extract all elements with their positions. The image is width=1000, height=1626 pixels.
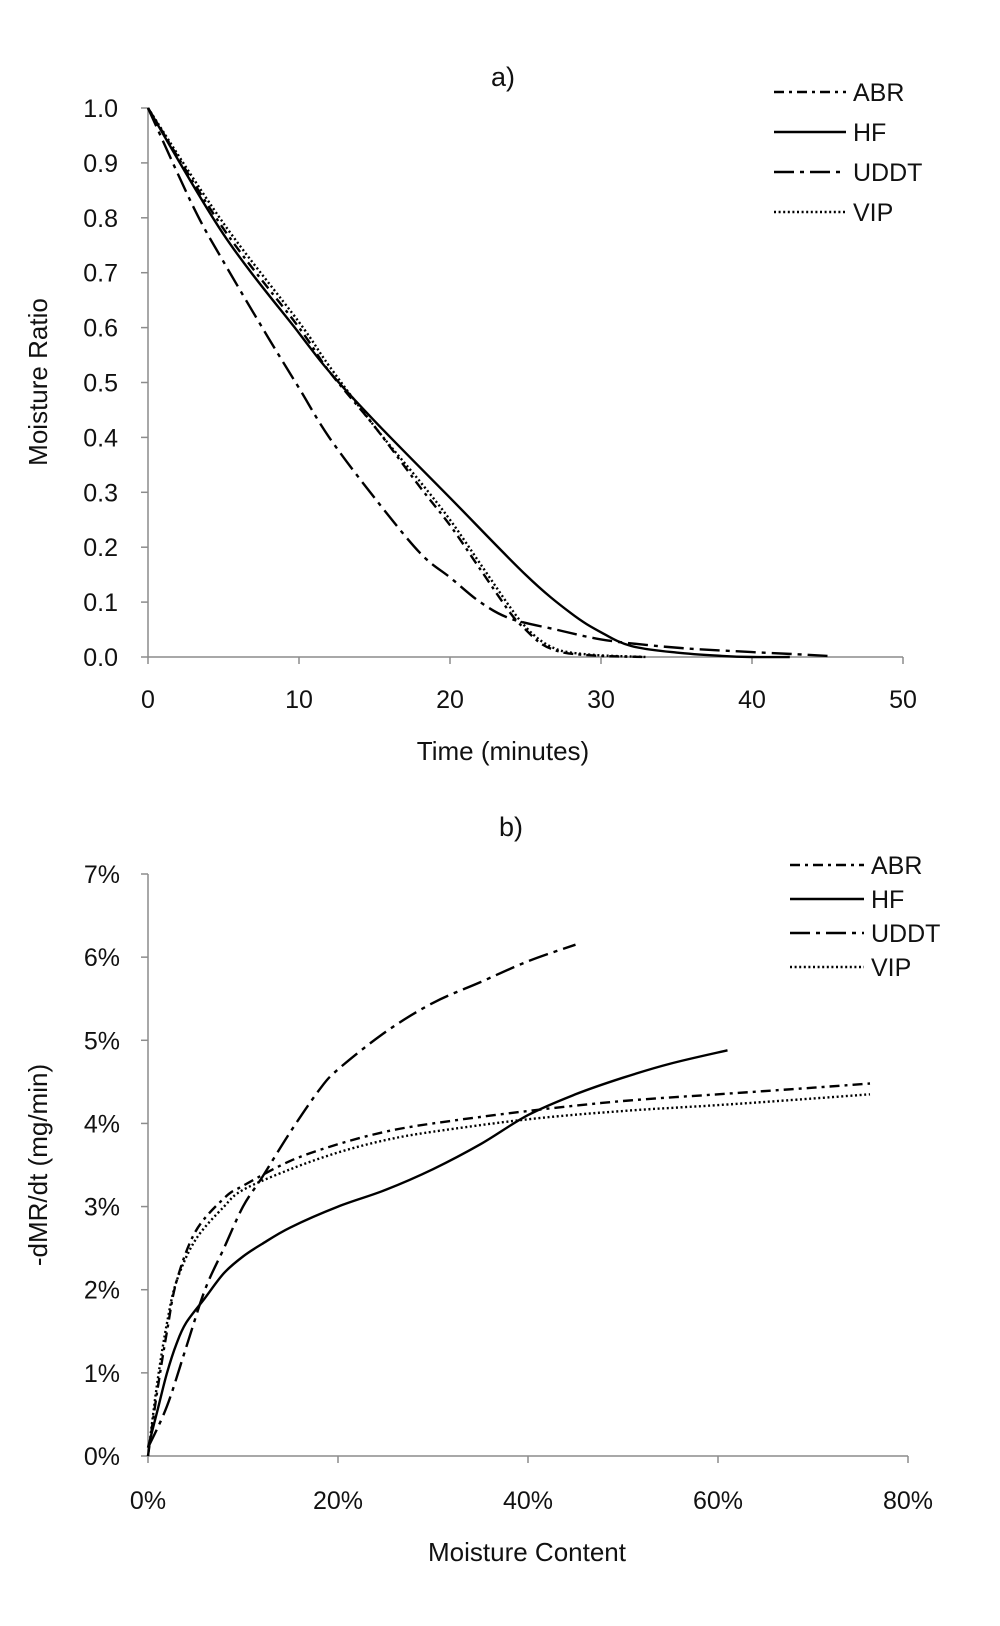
chart-a-x-tick-label: 40 <box>738 686 766 714</box>
chart-b-title: b) <box>499 812 523 842</box>
chart-b-y-tick-label: 7% <box>84 861 120 889</box>
chart-a-y-tick-label: 0.8 <box>83 205 118 233</box>
chart-b-y-tick-label: 4% <box>84 1110 120 1138</box>
chart-b-x-tick-label: 80% <box>883 1487 933 1515</box>
chart-b-y-tick-label: 6% <box>84 944 120 972</box>
chart-b-legend-label-vip: VIP <box>871 954 911 982</box>
chart-a-series-hf <box>146 107 790 659</box>
chart-a-legend-label-abr: ABR <box>853 79 904 107</box>
chart-a-y-tick-label: 0.0 <box>83 644 118 672</box>
chart-b-legend-label-uddt: UDDT <box>871 920 940 948</box>
chart-b-x-tick-label: 60% <box>693 1487 743 1515</box>
chart-b-y-tick-label: 0% <box>84 1443 120 1471</box>
chart-a-y-axis-label: Moisture Ratio <box>23 298 53 466</box>
chart-b-series-vip <box>146 1093 871 1457</box>
chart-a-x-tick-label: 10 <box>285 686 313 714</box>
chart-b-legend-label-abr: ABR <box>871 852 922 880</box>
chart-a-series-uddt <box>146 107 828 658</box>
chart-b-y-tick-label: 5% <box>84 1027 120 1055</box>
chart-a-series-abr <box>146 107 647 659</box>
chart-b-x-tick-label: 20% <box>313 1487 363 1515</box>
chart-b-x-axis-label: Moisture Content <box>428 1537 627 1567</box>
chart-a-title: a) <box>491 62 515 92</box>
chart-a-y-tick-label: 0.5 <box>83 370 118 398</box>
chart-b-legend-label-hf: HF <box>871 886 904 914</box>
chart-a-y-tick-label: 0.7 <box>83 260 118 288</box>
chart-b-series-hf <box>146 1049 728 1448</box>
chart-b-series-abr <box>146 1082 871 1457</box>
chart-b-y-tick-label: 3% <box>84 1194 120 1222</box>
chart-a-x-tick-label: 20 <box>436 686 464 714</box>
chart-a-series-vip <box>146 107 647 659</box>
chart-b-series-uddt <box>146 943 576 1449</box>
chart-a-y-tick-label: 0.1 <box>83 589 118 617</box>
chart-a-y-tick-label: 0.3 <box>83 479 118 507</box>
chart-a-y-tick-label: 0.6 <box>83 315 118 343</box>
chart-a-y-tick-label: 0.4 <box>83 424 118 452</box>
chart-b-y-tick-label: 2% <box>84 1277 120 1305</box>
chart-a-legend-label-uddt: UDDT <box>853 159 922 187</box>
chart-b-x-tick-label: 40% <box>503 1487 553 1515</box>
chart-a-y-tick-label: 0.9 <box>83 150 118 178</box>
chart-a-x-tick-label: 0 <box>141 686 155 714</box>
chart-a-y-tick-label: 0.2 <box>83 534 118 562</box>
chart-b-y-tick-label: 1% <box>84 1360 120 1388</box>
chart-a-legend-label-vip: VIP <box>853 199 893 227</box>
chart-a-x-tick-label: 50 <box>889 686 917 714</box>
chart-a-legend-label-hf: HF <box>853 119 886 147</box>
chart-a-x-axis-label: Time (minutes) <box>417 736 589 766</box>
chart-a-y-tick-label: 1.0 <box>83 95 118 123</box>
chart-b-x-tick-label: 0% <box>130 1487 166 1515</box>
chart-a-x-tick-label: 30 <box>587 686 615 714</box>
chart-b-y-axis-label: -dMR/dt (mg/min) <box>23 1064 53 1266</box>
